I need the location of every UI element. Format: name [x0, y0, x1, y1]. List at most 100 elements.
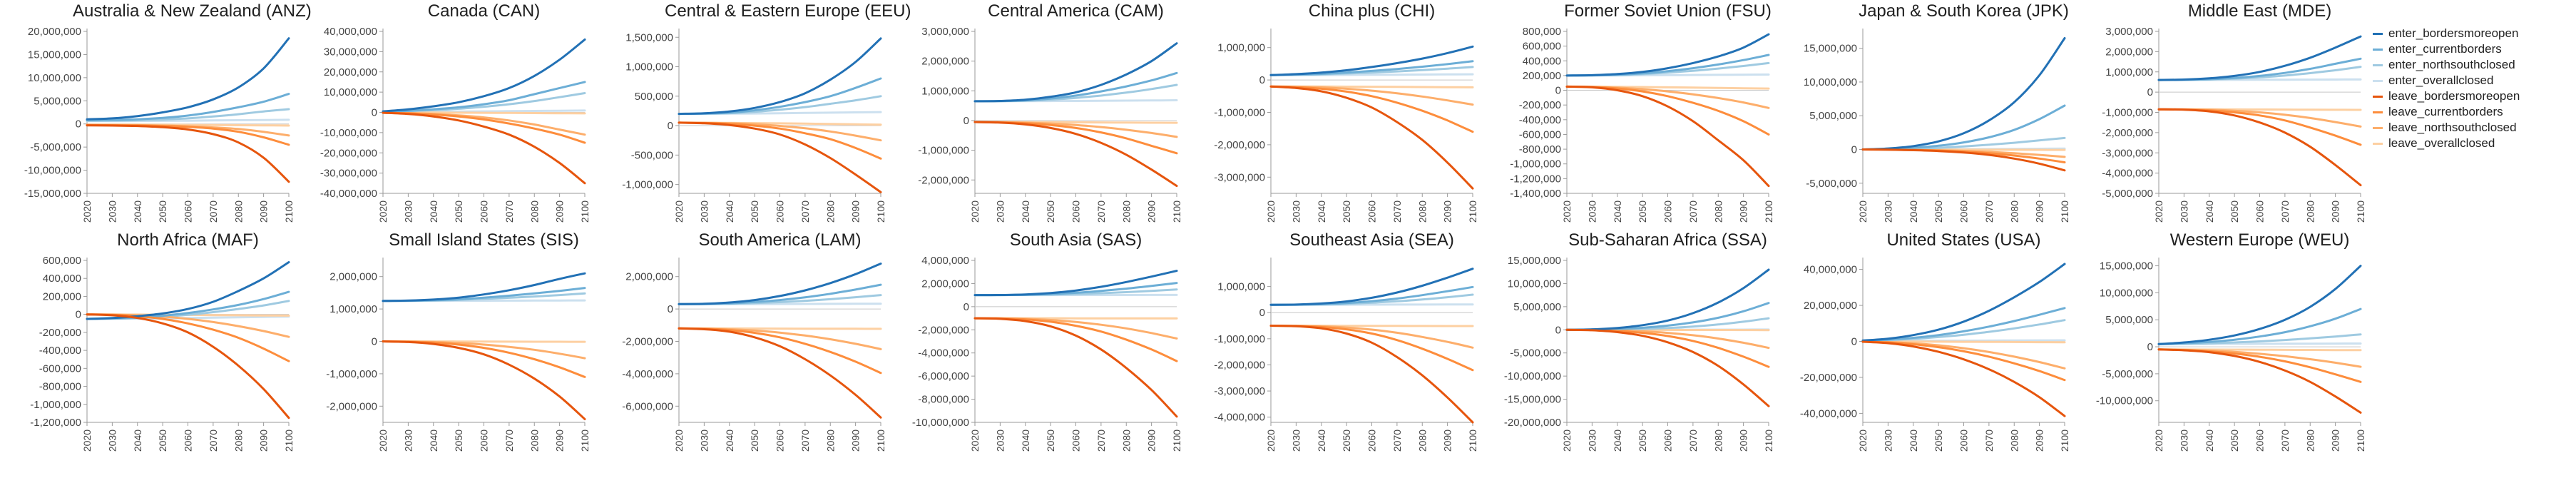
x-tick-label: 2080: [1416, 429, 1428, 452]
x-tick-label: 2020: [2153, 429, 2164, 452]
panel-title: Western Europe (WEU): [2169, 230, 2350, 250]
x-tick-label: 2030: [698, 200, 710, 223]
legend-swatch: [2373, 48, 2383, 51]
y-tick-label: -10,000,000: [1504, 370, 1561, 382]
y-tick-label: 2,000,000: [625, 271, 673, 283]
series-line-enter-bordersmoreopen: [1861, 37, 2066, 151]
x-tick-label: 2070: [1687, 200, 1699, 223]
x-tick-label: 2100: [875, 200, 886, 223]
y-tick-label: -3,000,000: [2102, 147, 2153, 159]
y-tick-label: 10,000,000: [1804, 76, 1857, 88]
x-tick-label: 2060: [2254, 429, 2266, 452]
series-line-leave-currentborders: [678, 327, 882, 375]
x-tick-label: 2080: [232, 429, 244, 452]
legend-label: enter_northsouthclosed: [2388, 58, 2515, 71]
y-tick-label: -10,000,000: [24, 165, 81, 177]
series-line-leave-currentborders: [2157, 108, 2362, 146]
chart-panel: Central & Eastern Europe (EEU) -1,000,000…: [592, 0, 911, 235]
y-tick-label: -2,000,000: [2102, 127, 2153, 139]
y-tick-label: 15,000,000: [1508, 255, 1561, 267]
panel-plot: -6,000,000 -4,000,000 -2,000,000 0 2,000,000…: [622, 258, 886, 452]
x-tick-label: 2030: [2178, 200, 2189, 223]
x-tick-label: 2060: [1958, 429, 1970, 452]
legend-label: leave_currentborders: [2388, 105, 2503, 118]
y-tick-label: 1,000,000: [1217, 42, 1265, 54]
panel-title: China plus (CHI): [1308, 1, 1436, 21]
x-tick-label: 2080: [1712, 200, 1724, 223]
y-tick-label: 0: [76, 309, 81, 321]
x-tick-label: 2070: [799, 200, 811, 223]
y-tick-label: -2,000,000: [326, 400, 377, 412]
series-line-leave-bordersmoreopen: [382, 340, 586, 420]
legend-item-leave-northsouthclosed: leave_northsouthclosed: [2373, 120, 2572, 136]
y-tick-label: -15,000,000: [24, 188, 81, 200]
y-tick-label: -4,000,000: [2102, 168, 2153, 180]
x-tick-label: 2040: [428, 429, 439, 452]
series-line-enter-currentborders: [2157, 307, 2362, 345]
legend-label: leave_overallclosed: [2388, 136, 2495, 150]
chart-panel: South America (LAM) -6,000,000 -4,000,000-…: [592, 229, 888, 464]
panel-title: Japan & South Korea (JPK): [1859, 1, 2069, 21]
y-tick-label: 1,000,000: [921, 85, 969, 97]
series-line-leave-bordersmoreopen: [1565, 328, 1770, 407]
legend-label: enter_overallclosed: [2388, 73, 2494, 87]
x-tick-label: 2050: [1045, 429, 1056, 452]
x-tick-label: 2020: [1265, 200, 1277, 223]
panel-plot: -3,000,000 -2,000,000 -1,000,000 0 1,000,000…: [1214, 29, 1478, 223]
x-tick-label: 2070: [504, 200, 515, 223]
series-line-leave-northsouthclosed: [382, 340, 586, 360]
x-tick-label: 2090: [258, 429, 270, 452]
legend-swatch: [2373, 126, 2383, 129]
y-tick-label: 2,000,000: [921, 56, 969, 68]
y-tick-label: 0: [76, 118, 81, 131]
x-tick-label: 2060: [1958, 200, 1970, 223]
x-tick-label: 2090: [1738, 429, 1749, 452]
panel-plot: -10,000,000 -5,000,000 0 5,000,000 10,000,00…: [2096, 258, 2366, 452]
y-tick-label: -4,000,000: [1214, 412, 1265, 424]
legend-item-leave-bordersmoreopen: leave_bordersmoreopen: [2373, 88, 2572, 104]
panel-title: Sub-Saharan Africa (SSA): [1568, 230, 1767, 250]
x-tick-label: 2020: [969, 200, 981, 223]
x-tick-label: 2080: [232, 200, 244, 223]
x-tick-label: 2020: [377, 429, 389, 452]
chart-panel: Central America (CAM) -2,000,000 -1,000,00…: [888, 0, 1184, 235]
y-tick-label: -4,000,000: [622, 368, 673, 380]
panel-plot: -40,000,000 -20,000,000 0 20,000,000 40,000,…: [1800, 258, 2070, 452]
series-line-leave-currentborders: [1565, 85, 1770, 136]
chart-panel: United States (USA) -40,000,000 -20,000,00…: [1776, 229, 2072, 464]
chart-panel: Canada (CAN) -40,000,000 -30,000,000 -20,00…: [296, 0, 592, 235]
x-tick-label: 2090: [2034, 200, 2045, 223]
x-tick-label: 2090: [2330, 200, 2341, 223]
y-tick-label: 20,000,000: [28, 26, 81, 38]
y-tick-label: -2,000,000: [918, 324, 969, 336]
series-line-enter-currentborders: [2157, 57, 2362, 81]
y-tick-label: -5,000,000: [2102, 188, 2153, 200]
y-tick-label: -3,000,000: [1214, 171, 1265, 183]
x-tick-label: 2030: [106, 429, 118, 452]
series-line-enter-bordersmoreopen: [86, 261, 290, 320]
series-line-leave-currentborders: [973, 121, 1178, 155]
x-tick-label: 2100: [875, 429, 886, 452]
series-line-enter-bordersmoreopen: [2157, 265, 2362, 345]
y-tick-label: 0: [668, 303, 673, 315]
y-tick-label: 2,000,000: [329, 271, 377, 283]
x-tick-label: 2100: [579, 429, 591, 452]
x-tick-label: 2100: [1467, 429, 1478, 452]
panel-plot: -2,000,000 -1,000,000 0 1,000,000 2,000,000 3…: [918, 26, 1182, 223]
legend-label: enter_currentborders: [2388, 42, 2502, 56]
x-tick-label: 2100: [579, 200, 591, 223]
y-tick-label: -8,000,000: [918, 394, 969, 406]
chart-panel: North Africa (MAF) -1,200,000 -1,000,000 -8…: [0, 229, 296, 464]
chart-panel: Australia & New Zealand (ANZ) -15,000,000…: [0, 0, 312, 235]
series-line-leave-bordersmoreopen: [2157, 108, 2362, 187]
x-tick-label: 2040: [2204, 429, 2215, 452]
y-tick-label: -5,000,000: [2102, 368, 2153, 380]
x-tick-label: 2030: [1586, 429, 1598, 452]
series-line-enter-bordersmoreopen: [2157, 35, 2362, 81]
x-tick-label: 2020: [2153, 200, 2164, 223]
x-tick-label: 2040: [132, 200, 143, 223]
y-tick-label: -200,000: [1519, 99, 1561, 111]
x-tick-label: 2100: [2059, 200, 2070, 223]
x-tick-label: 2080: [2304, 200, 2316, 223]
